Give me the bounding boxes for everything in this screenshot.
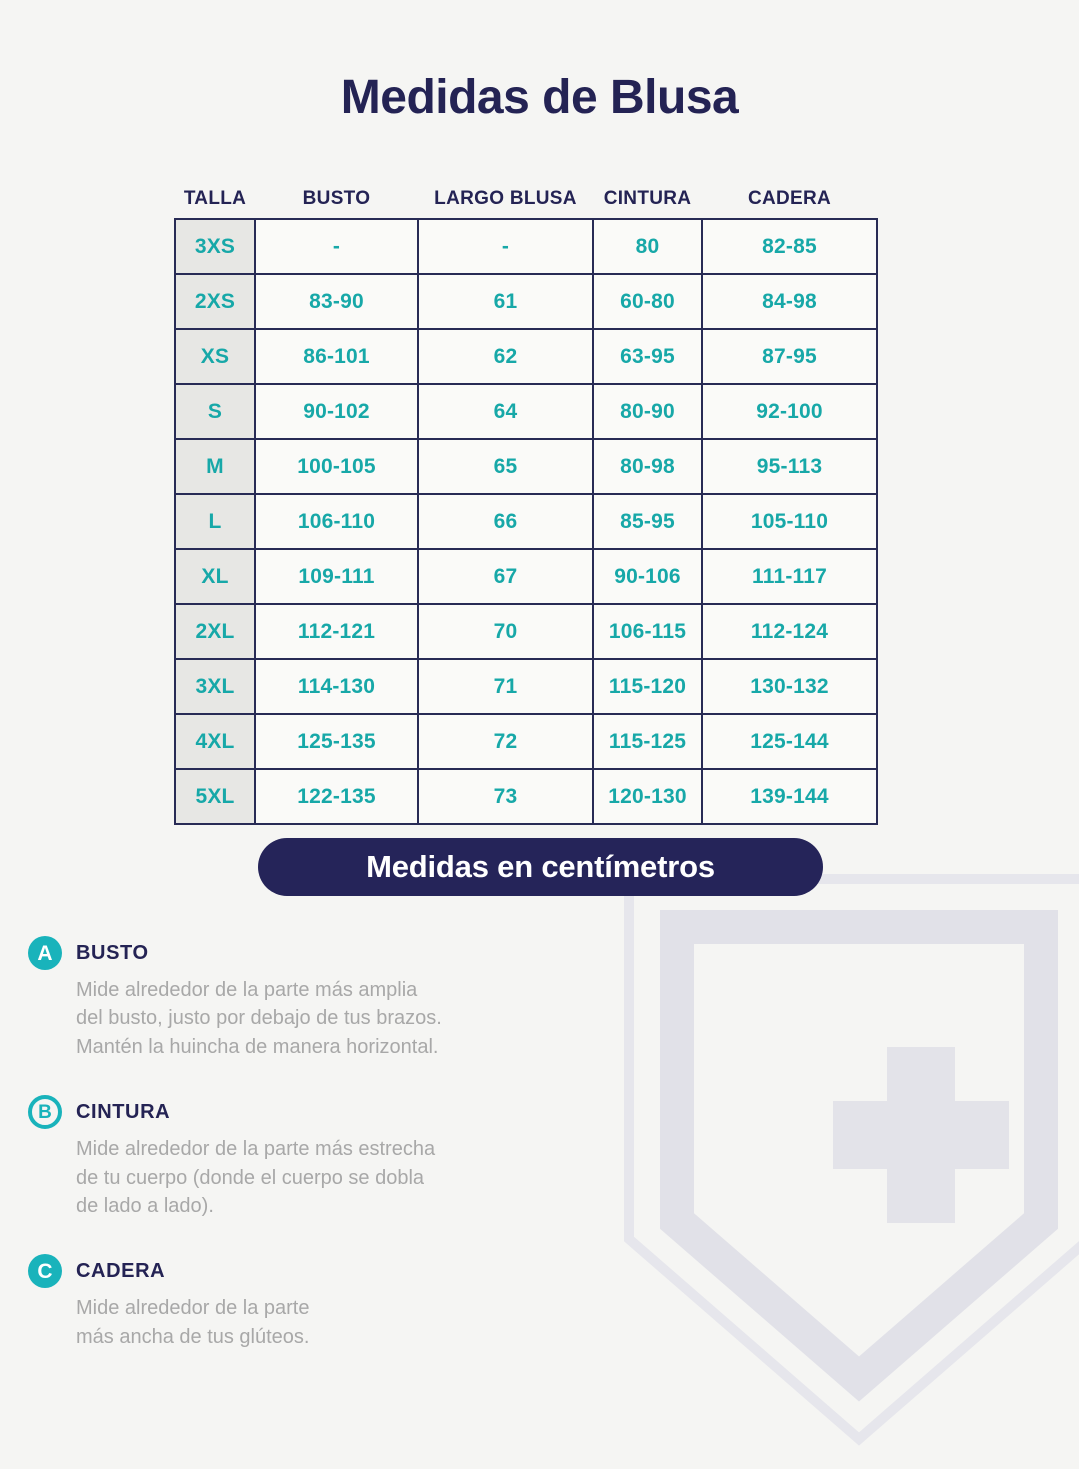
cell-cadera: 111-117 bbox=[701, 548, 878, 605]
cell-cintura: 80 bbox=[592, 218, 703, 275]
cell-cadera: 84-98 bbox=[701, 273, 878, 330]
cell-cadera: 130-132 bbox=[701, 658, 878, 715]
cell-largo-blusa: 64 bbox=[417, 383, 594, 440]
table-row: L 106-110 66 85-95 105-110 bbox=[174, 493, 878, 550]
legend-item-title: CADERA bbox=[76, 1259, 166, 1282]
cell-busto: 122-135 bbox=[254, 768, 419, 825]
table-body: 3XS - -80 82-85 2XS 83-90 61 60-80 84-98 XS 86-101… bbox=[174, 218, 878, 825]
cell-cintura: 90-106 bbox=[592, 548, 703, 605]
cell-cadera: 125-144 bbox=[701, 713, 878, 770]
table-row: 3XL 114-130 71 115-120 130-132 bbox=[174, 658, 878, 715]
table-row: 2XL 112-121 70 106-115 112-124 bbox=[174, 603, 878, 660]
cell-cadera: 87-95 bbox=[701, 328, 878, 385]
cell-talla: 3XL bbox=[174, 658, 256, 715]
cell-busto: 83-90 bbox=[254, 273, 419, 330]
cell-cadera: 82-85 bbox=[701, 218, 878, 275]
cell-cintura: 120-130 bbox=[592, 768, 703, 825]
page-title: Medidas de Blusa bbox=[340, 71, 739, 124]
units-banner: Medidas en centímetros bbox=[258, 838, 823, 896]
cell-talla: 3XS bbox=[174, 218, 256, 275]
column-header-talla: TALLA bbox=[183, 188, 247, 209]
cell-cintura: 115-125 bbox=[592, 713, 703, 770]
cell-busto: 86-101 bbox=[254, 328, 419, 385]
cell-talla: 5XL bbox=[174, 768, 256, 825]
table-row: 5XL 122-135 73 120-130 139-144 bbox=[174, 768, 878, 825]
column-header-cintura: CINTURA bbox=[603, 188, 692, 209]
cell-cadera: 105-110 bbox=[701, 493, 878, 550]
cell-busto: 114-130 bbox=[254, 658, 419, 715]
cell-largo-blusa: 65 bbox=[417, 438, 594, 495]
cell-largo-blusa: 66 bbox=[417, 493, 594, 550]
legend-item-title: BUSTO bbox=[76, 941, 149, 964]
cell-largo-blusa: - bbox=[417, 218, 594, 275]
cell-busto: - bbox=[254, 218, 419, 275]
table-row: M 100-105 65 80-98 95-113 bbox=[174, 438, 878, 495]
cell-busto: 125-135 bbox=[254, 713, 419, 770]
cell-talla: 2XL bbox=[174, 603, 256, 660]
cell-talla: S bbox=[174, 383, 256, 440]
cell-talla: L bbox=[174, 493, 256, 550]
column-header-cadera: CADERA bbox=[747, 188, 832, 209]
cell-talla: XL bbox=[174, 548, 256, 605]
cell-talla: 2XS bbox=[174, 273, 256, 330]
cell-busto: 109-111 bbox=[254, 548, 419, 605]
legend-item-header: A BUSTO bbox=[28, 936, 628, 970]
cell-largo-blusa: 71 bbox=[417, 658, 594, 715]
column-header-largo-blusa: LARGO BLUSA bbox=[434, 188, 577, 209]
cell-cadera: 112-124 bbox=[701, 603, 878, 660]
legend-item-cintura: B CINTURA Mide alrededor de la parte más e… bbox=[28, 1095, 628, 1220]
table-row: XS 86-101 62 63-95 87-95 bbox=[174, 328, 878, 385]
units-banner-label: Medidas en centímetros bbox=[366, 849, 715, 884]
cell-cintura: 85-95 bbox=[592, 493, 703, 550]
cell-cintura: 63-95 bbox=[592, 328, 703, 385]
legend-badge-a-icon: A bbox=[28, 936, 62, 970]
cell-busto: 90-102 bbox=[254, 383, 419, 440]
legend-item-busto: A BUSTO Mide alrededor de la parte más amp… bbox=[28, 936, 628, 1061]
size-measurements-table: TALLA BUSTO LARGO BLUSA CINTURA CADERA 3… bbox=[174, 188, 878, 825]
cell-cadera: 95-113 bbox=[701, 438, 878, 495]
cell-largo-blusa: 72 bbox=[417, 713, 594, 770]
cell-largo-blusa: 62 bbox=[417, 328, 594, 385]
cell-largo-blusa: 70 bbox=[417, 603, 594, 660]
table-row: 4XL 125-135 72 115-125 125-144 bbox=[174, 713, 878, 770]
cell-largo-blusa: 67 bbox=[417, 548, 594, 605]
measurement-legend: A BUSTO Mide alrededor de la parte más amp… bbox=[28, 936, 628, 1385]
table-row: S 90-102 64 80-90 92-100 bbox=[174, 383, 878, 440]
legend-item-header: B CINTURA bbox=[28, 1095, 628, 1130]
table-row: 2XS 83-90 61 60-80 84-98 bbox=[174, 273, 878, 330]
cell-largo-blusa: 73 bbox=[417, 768, 594, 825]
legend-badge-c-icon: C bbox=[28, 1254, 62, 1289]
cell-talla: 4XL bbox=[174, 713, 256, 770]
legend-badge-b-icon: B bbox=[28, 1095, 62, 1130]
cell-cintura: 106-115 bbox=[592, 603, 703, 660]
column-header-busto: BUSTO bbox=[302, 188, 371, 209]
table-row: 3XS - -80 82-85 bbox=[174, 218, 878, 275]
legend-item-cadera: C CADERA Mide alrededor de la parte más an… bbox=[28, 1254, 628, 1351]
cell-cadera: 92-100 bbox=[701, 383, 878, 440]
size-guide-page: Medidas de Blusa TALLA BUSTO LARGO BLUSA… bbox=[28, 71, 878, 1385]
cell-cintura: 80-98 bbox=[592, 438, 703, 495]
legend-item-description: Mide alrededor de la parte más ancha de … bbox=[76, 1297, 310, 1348]
table-header: TALLA BUSTO LARGO BLUSA CINTURA CADERA bbox=[175, 188, 877, 219]
legend-item-header: C CADERA bbox=[28, 1254, 628, 1289]
cell-largo-blusa: 61 bbox=[417, 273, 594, 330]
cell-cintura: 60-80 bbox=[592, 273, 703, 330]
cell-busto: 106-110 bbox=[254, 493, 419, 550]
table-row: XL 109-111 67 90-106 111-117 bbox=[174, 548, 878, 605]
cell-cintura: 115-120 bbox=[592, 658, 703, 715]
legend-item-title: CINTURA bbox=[76, 1100, 171, 1123]
legend-item-description: Mide alrededor de la parte más amplia de… bbox=[76, 979, 442, 1058]
table-header-row: TALLA BUSTO LARGO BLUSA CINTURA CADERA bbox=[175, 188, 877, 219]
cell-talla: XS bbox=[174, 328, 256, 385]
cell-busto: 100-105 bbox=[254, 438, 419, 495]
cell-cadera: 139-144 bbox=[701, 768, 878, 825]
cell-cintura: 80-90 bbox=[592, 383, 703, 440]
legend-item-description: Mide alrededor de la parte más estrecha … bbox=[76, 1138, 436, 1217]
cell-talla: M bbox=[174, 438, 256, 495]
cell-busto: 112-121 bbox=[254, 603, 419, 660]
size-table-container: TALLA BUSTO LARGO BLUSA CINTURA CADERA 3… bbox=[174, 188, 878, 825]
